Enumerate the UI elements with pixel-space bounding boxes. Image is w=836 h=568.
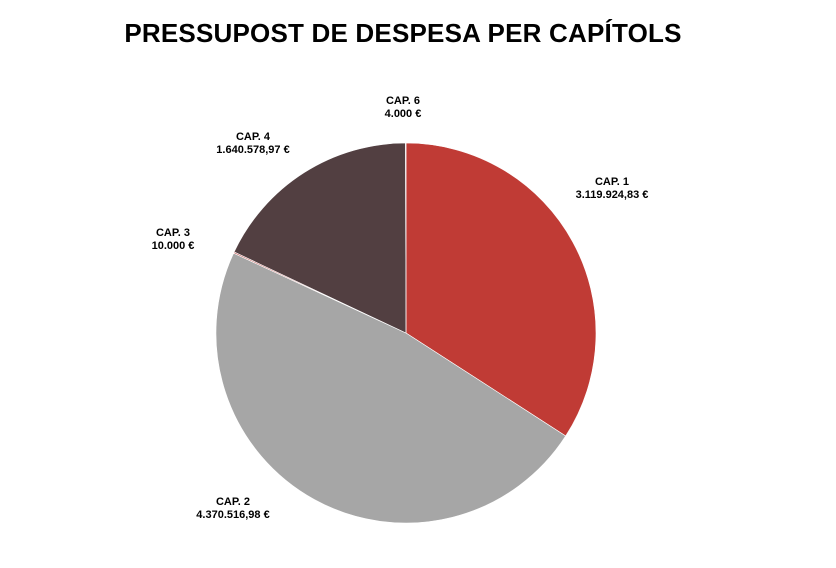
slice-value-cap-4: 1.640.578,97 € [216, 144, 289, 156]
slice-label-cap-6: CAP. 6 [386, 95, 420, 107]
slice-value-cap-2: 4.370.516,98 € [196, 509, 269, 521]
slice-value-cap-3: 10.000 € [152, 240, 195, 252]
pie-slice-cap-4 [233, 142, 407, 334]
slice-value-cap-1: 3.119.924,83 € [576, 189, 649, 201]
slice-label-cap-3: CAP. 3 [156, 227, 190, 239]
slice-label-cap-4: CAP. 4 [236, 131, 271, 143]
slice-label-cap-2: CAP. 2 [216, 496, 250, 508]
chart-title: PRESSUPOST DE DESPESA PER CAPÍTOLS [124, 18, 682, 48]
slice-value-cap-6: 4.000 € [385, 108, 422, 120]
slice-label-cap-1: CAP. 1 [595, 176, 629, 188]
pie-slice-cap-2 [215, 252, 567, 524]
pie-slice-cap-1 [405, 142, 597, 437]
pie-slice-cap-6 [405, 142, 407, 334]
